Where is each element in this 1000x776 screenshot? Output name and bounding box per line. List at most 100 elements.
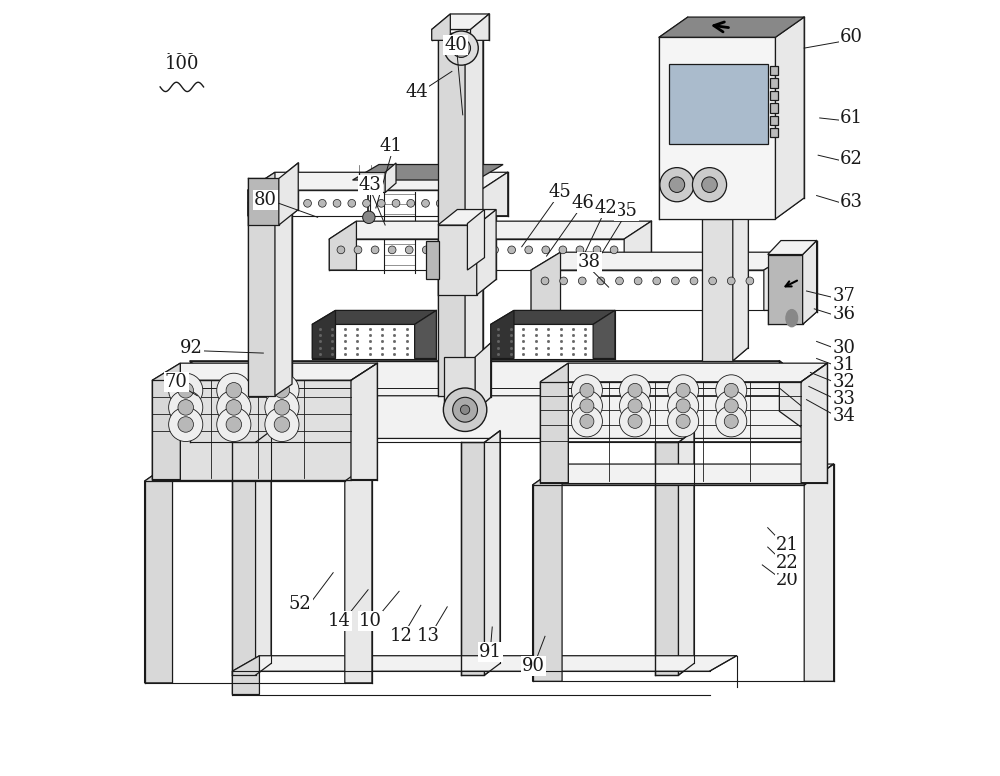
Circle shape bbox=[226, 417, 242, 432]
Circle shape bbox=[451, 199, 459, 207]
Polygon shape bbox=[190, 361, 822, 396]
Polygon shape bbox=[190, 396, 232, 442]
Polygon shape bbox=[351, 363, 377, 480]
Text: 38: 38 bbox=[578, 253, 601, 272]
Polygon shape bbox=[770, 91, 778, 100]
Circle shape bbox=[405, 246, 413, 254]
Polygon shape bbox=[477, 210, 496, 295]
Circle shape bbox=[580, 399, 594, 413]
Polygon shape bbox=[432, 14, 450, 40]
Circle shape bbox=[634, 277, 642, 285]
Text: 52: 52 bbox=[289, 594, 312, 613]
Circle shape bbox=[620, 390, 651, 421]
Polygon shape bbox=[533, 464, 562, 681]
Polygon shape bbox=[232, 656, 259, 695]
Polygon shape bbox=[279, 163, 298, 225]
Polygon shape bbox=[770, 116, 778, 125]
Polygon shape bbox=[624, 221, 651, 270]
Polygon shape bbox=[531, 252, 561, 310]
Text: 31: 31 bbox=[832, 355, 855, 374]
Text: 35: 35 bbox=[615, 202, 638, 220]
Circle shape bbox=[289, 199, 297, 207]
Circle shape bbox=[668, 375, 699, 406]
Circle shape bbox=[676, 383, 690, 397]
Polygon shape bbox=[775, 17, 804, 219]
Polygon shape bbox=[655, 442, 678, 675]
Circle shape bbox=[724, 383, 738, 397]
Polygon shape bbox=[733, 206, 748, 361]
Polygon shape bbox=[491, 310, 514, 359]
Circle shape bbox=[628, 383, 642, 397]
Circle shape bbox=[460, 405, 470, 414]
Ellipse shape bbox=[786, 310, 798, 327]
Circle shape bbox=[660, 168, 694, 202]
Circle shape bbox=[628, 399, 642, 413]
Circle shape bbox=[668, 390, 699, 421]
Circle shape bbox=[169, 390, 203, 424]
Circle shape bbox=[407, 199, 415, 207]
Text: 70: 70 bbox=[165, 372, 188, 391]
Circle shape bbox=[671, 277, 679, 285]
Circle shape bbox=[508, 246, 516, 254]
Text: 62: 62 bbox=[840, 150, 863, 168]
Polygon shape bbox=[248, 202, 275, 396]
Circle shape bbox=[217, 407, 251, 442]
Circle shape bbox=[571, 390, 602, 421]
Circle shape bbox=[491, 246, 498, 254]
Circle shape bbox=[669, 177, 685, 192]
Circle shape bbox=[274, 400, 290, 415]
Circle shape bbox=[318, 199, 326, 207]
Circle shape bbox=[392, 199, 400, 207]
Text: 20: 20 bbox=[776, 571, 799, 590]
Circle shape bbox=[593, 246, 601, 254]
Polygon shape bbox=[329, 221, 356, 270]
Circle shape bbox=[580, 414, 594, 428]
Circle shape bbox=[692, 168, 727, 202]
Polygon shape bbox=[467, 210, 484, 270]
Polygon shape bbox=[385, 163, 396, 192]
Polygon shape bbox=[540, 363, 827, 382]
Text: 60: 60 bbox=[840, 28, 863, 47]
Text: 41: 41 bbox=[380, 137, 403, 155]
Circle shape bbox=[716, 375, 747, 406]
Polygon shape bbox=[801, 363, 827, 483]
Circle shape bbox=[727, 277, 735, 285]
Text: 92: 92 bbox=[180, 338, 203, 357]
Text: 13: 13 bbox=[417, 627, 440, 646]
Text: 40: 40 bbox=[444, 36, 467, 54]
Circle shape bbox=[436, 199, 444, 207]
Polygon shape bbox=[768, 241, 817, 255]
Text: 36: 36 bbox=[832, 305, 855, 324]
Circle shape bbox=[746, 277, 754, 285]
Circle shape bbox=[610, 246, 618, 254]
Polygon shape bbox=[803, 241, 817, 324]
Polygon shape bbox=[481, 172, 508, 216]
Circle shape bbox=[709, 277, 717, 285]
Circle shape bbox=[559, 246, 567, 254]
Circle shape bbox=[716, 390, 747, 421]
Polygon shape bbox=[465, 17, 483, 396]
Circle shape bbox=[580, 383, 594, 397]
Polygon shape bbox=[461, 442, 484, 675]
Circle shape bbox=[452, 39, 471, 57]
Circle shape bbox=[333, 199, 341, 207]
Polygon shape bbox=[438, 225, 477, 295]
Circle shape bbox=[259, 199, 267, 207]
Circle shape bbox=[444, 31, 478, 65]
Polygon shape bbox=[145, 462, 372, 481]
Circle shape bbox=[620, 406, 651, 437]
Polygon shape bbox=[533, 464, 834, 485]
Text: 63: 63 bbox=[840, 192, 863, 211]
Text: 61: 61 bbox=[840, 109, 863, 127]
Polygon shape bbox=[152, 363, 180, 480]
Polygon shape bbox=[768, 255, 803, 324]
Circle shape bbox=[388, 246, 396, 254]
Circle shape bbox=[474, 246, 481, 254]
Circle shape bbox=[525, 246, 533, 254]
Circle shape bbox=[724, 414, 738, 428]
Circle shape bbox=[265, 373, 299, 407]
Circle shape bbox=[226, 400, 242, 415]
Text: 32: 32 bbox=[832, 372, 855, 391]
Circle shape bbox=[702, 177, 717, 192]
Polygon shape bbox=[770, 66, 778, 75]
